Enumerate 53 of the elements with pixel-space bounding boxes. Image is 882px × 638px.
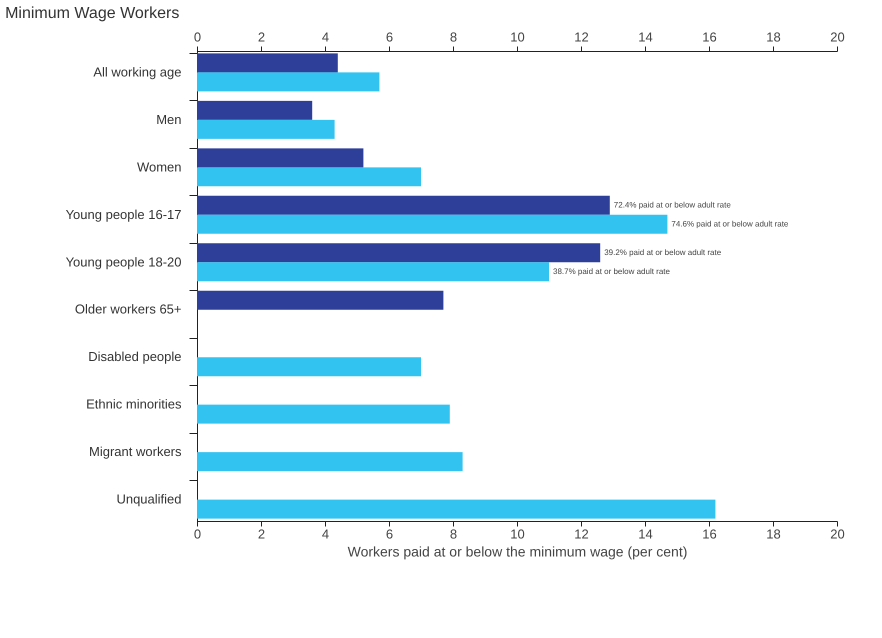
bar — [197, 72, 380, 92]
y-tick-label: All working age — [93, 64, 182, 80]
y-tick-label: Unqualified — [116, 492, 182, 507]
y-tick-label: Older workers 65+ — [74, 302, 182, 317]
x-tick-label: 20 — [830, 526, 845, 542]
annotation: 39.2% paid at or below adult rate — [604, 248, 722, 257]
bar — [197, 500, 716, 519]
bar — [197, 452, 463, 472]
y-tick-label: Men — [156, 112, 182, 127]
y-tick-label: Disabled people — [88, 349, 182, 364]
annotation: 74.6% paid at or below adult rate — [671, 219, 789, 228]
x2-tick-label: 18 — [766, 30, 781, 44]
x-tick-label: 0 — [194, 526, 202, 542]
y-tick-label: Ethnic minorities — [86, 396, 182, 412]
y-tick-label: Women — [136, 159, 182, 174]
bar — [197, 404, 450, 424]
x-axis-title: Workers paid at or below the minimum wage (per cent) — [348, 544, 688, 560]
bar — [197, 167, 421, 186]
x-tick-label: 16 — [702, 526, 717, 542]
x-tick-label: 8 — [450, 526, 458, 542]
bar — [197, 214, 668, 234]
x-tick-label: 14 — [638, 526, 653, 542]
x2-tick-label: 16 — [702, 30, 717, 44]
x2-tick-label: 2 — [258, 30, 266, 44]
annotation: 38.7% paid at or below adult rate — [553, 266, 671, 276]
y-tick-label: Young people 16-17 — [66, 206, 182, 222]
x2-tick-label: 12 — [574, 30, 589, 44]
y-tick-label: Young people 18-20 — [66, 254, 182, 270]
bar — [197, 357, 421, 376]
bar — [197, 290, 444, 310]
x2-tick-label: 4 — [322, 30, 330, 44]
x2-tick-label: 0 — [194, 30, 202, 44]
y-tick-label: Migrant workers — [89, 444, 182, 460]
x2-tick-label: 20 — [830, 30, 845, 44]
bar — [197, 120, 335, 139]
x2-tick-label: 14 — [638, 30, 653, 44]
x-tick-label: 10 — [510, 526, 525, 542]
bar — [197, 100, 312, 120]
x-tick-label: 6 — [386, 526, 394, 542]
x2-tick-label: 10 — [510, 30, 525, 44]
bar — [197, 262, 549, 282]
x2-tick-label: 8 — [450, 30, 458, 44]
annotation: 72.4% paid at or below adult rate — [614, 200, 732, 210]
chart-title: Minimum Wage Workers — [5, 5, 180, 22]
bar — [197, 243, 600, 262]
x-tick-label: 4 — [322, 526, 330, 542]
x2-tick-label: 6 — [386, 30, 394, 44]
bar — [197, 148, 364, 168]
bar — [197, 53, 338, 72]
x-tick-label: 12 — [574, 526, 589, 542]
x-tick-label: 2 — [258, 526, 266, 542]
bar — [197, 196, 610, 215]
x-tick-label: 18 — [766, 526, 781, 542]
